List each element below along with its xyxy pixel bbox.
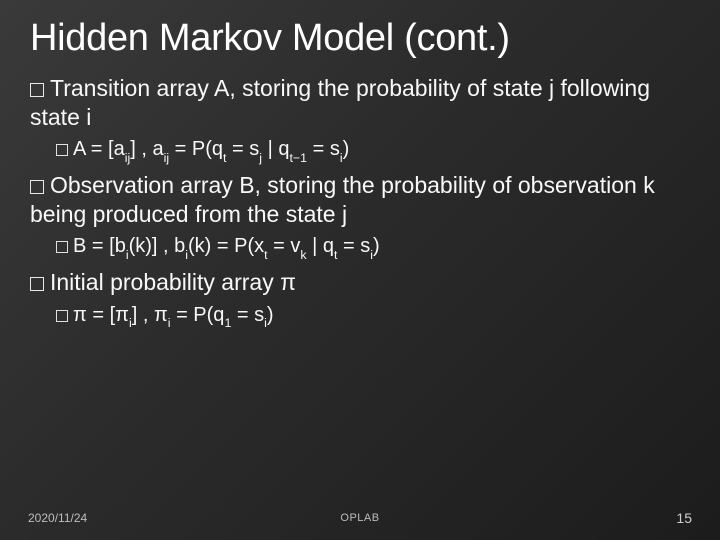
formula-part: )	[267, 304, 274, 326]
page-number: 15	[676, 510, 692, 526]
formula-part: | q	[262, 138, 289, 160]
formula-part: = P(q	[169, 138, 223, 160]
formula-sub: i	[168, 316, 171, 330]
bullet-square-icon	[30, 83, 44, 97]
formula-part: B = [b	[73, 235, 126, 257]
footer-center: OPLAB	[340, 512, 379, 524]
bullet-square-icon	[56, 241, 68, 253]
formula-sub: j	[259, 151, 262, 165]
formula-sub: i	[126, 248, 129, 262]
bullet-text: Observation array B, storing the probabi…	[30, 172, 655, 227]
formula-observation: B = [bi(k)] , bi(k) = P(xt = vk | qt = s…	[56, 234, 690, 262]
formula-sub: i	[264, 316, 267, 330]
slide-footer: 2020/11/24 OPLAB 15	[0, 510, 720, 526]
formula-part: = s	[337, 235, 370, 257]
bullet-square-icon	[56, 144, 68, 156]
bullet-transition: Transition array A, storing the probabil…	[30, 74, 690, 132]
slide-body: Transition array A, storing the probabil…	[30, 74, 690, 330]
bullet-initial: Initial probability array π	[30, 268, 690, 297]
bullet-square-icon	[56, 310, 68, 322]
formula-part: = s	[231, 304, 264, 326]
formula-part: ] , π	[132, 304, 168, 326]
formula-sub: ij	[164, 151, 170, 165]
formula-sub: t	[264, 248, 267, 262]
formula-initial: π = [πi] , πi = P(q1 = si)	[56, 303, 690, 331]
formula-part: (k) = P(x	[188, 235, 264, 257]
formula-sub: i	[370, 248, 373, 262]
formula-part: | q	[307, 235, 334, 257]
slide: Hidden Markov Model (cont.) Transition a…	[0, 0, 720, 540]
formula-transition: A = [aij] , aij = P(qt = sj | qt−1 = si)	[56, 137, 690, 165]
formula-part: = P(q	[171, 304, 225, 326]
formula-part: A = [a	[73, 138, 125, 160]
bullet-observation: Observation array B, storing the probabi…	[30, 171, 690, 229]
bullet-square-icon	[30, 180, 44, 194]
formula-sub: i	[129, 316, 132, 330]
formula-sub: ij	[125, 151, 131, 165]
formula-part: = s	[307, 138, 340, 160]
slide-title: Hidden Markov Model (cont.)	[30, 18, 690, 60]
footer-date: 2020/11/24	[28, 511, 87, 525]
bullet-text: Initial probability array π	[50, 269, 296, 295]
formula-sub: t	[223, 151, 226, 165]
formula-sub: 1	[224, 316, 231, 330]
formula-part: (k)] , b	[129, 235, 186, 257]
formula-part: = s	[226, 138, 259, 160]
formula-sub: t−1	[289, 151, 307, 165]
formula-sub: t	[334, 248, 337, 262]
formula-part: )	[343, 138, 350, 160]
formula-sub: i	[185, 248, 188, 262]
formula-part: )	[373, 235, 380, 257]
bullet-text: Transition array A, storing the probabil…	[30, 75, 650, 130]
formula-part: ] , a	[130, 138, 163, 160]
bullet-square-icon	[30, 277, 44, 291]
formula-part: π = [π	[73, 304, 129, 326]
formula-sub: k	[300, 248, 306, 262]
formula-part: = v	[268, 235, 301, 257]
formula-sub: i	[340, 151, 343, 165]
